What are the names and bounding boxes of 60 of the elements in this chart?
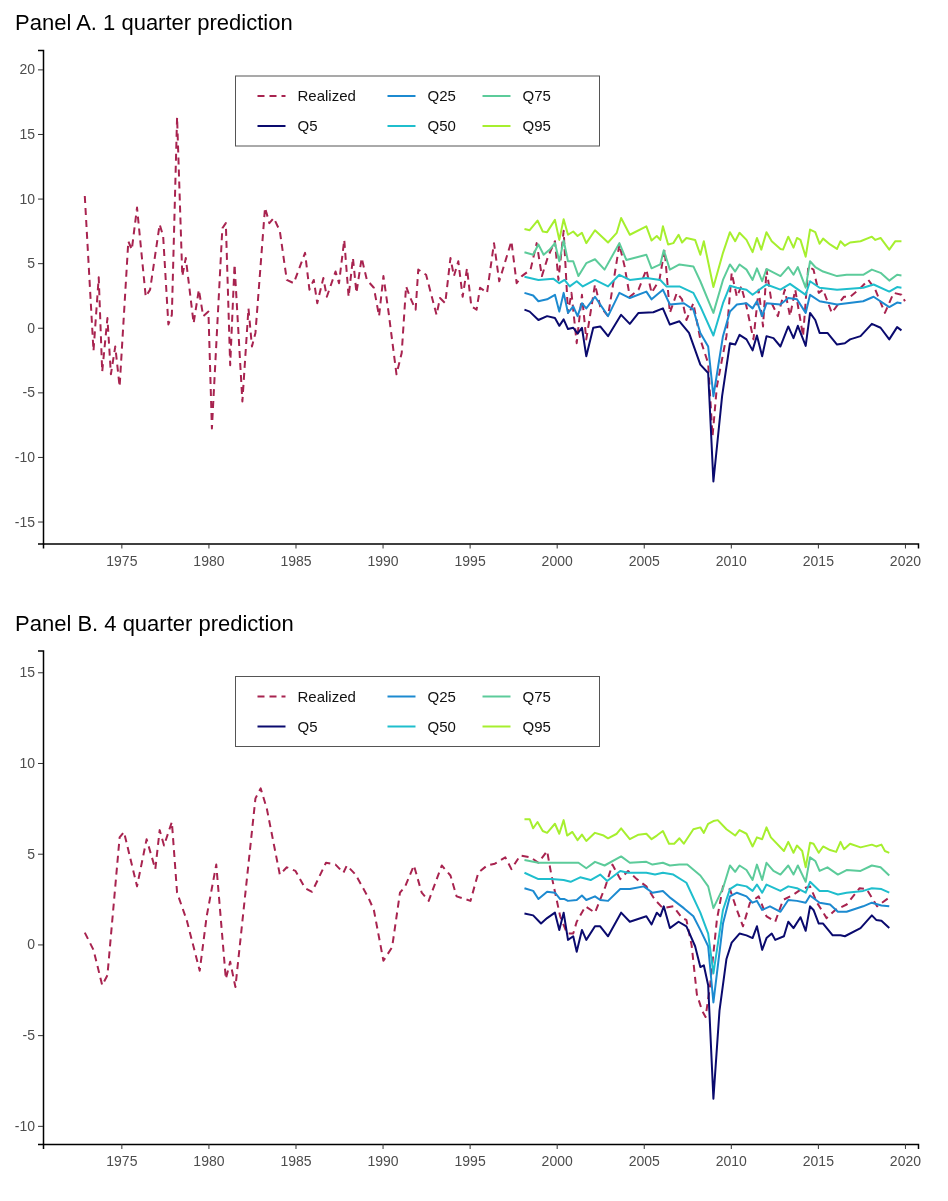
x-tick-label: 1985 — [280, 552, 312, 569]
y-tick-label: -5 — [22, 384, 36, 401]
y-tick-label: 0 — [27, 319, 36, 336]
x-tick-label: 2015 — [802, 552, 835, 569]
line-series — [523, 273, 903, 337]
legend-label: Q50 — [427, 717, 456, 735]
y-tick-label: -10 — [14, 1117, 36, 1134]
legend-label: Q95 — [522, 717, 551, 735]
x-tick-label: 1995 — [454, 552, 486, 569]
y-tick-label: 15 — [19, 125, 36, 142]
legend-label: Q25 — [427, 87, 456, 105]
line-series — [523, 288, 903, 398]
line-series — [523, 905, 891, 1100]
x-tick-label: 1990 — [367, 1153, 399, 1169]
x-tick-label: 2000 — [541, 1153, 573, 1169]
y-tick-label: 5 — [27, 845, 36, 862]
line-series — [83, 787, 890, 1018]
line-series — [523, 855, 891, 910]
x-tick-label: 1990 — [367, 552, 399, 569]
legend-label: Q75 — [522, 687, 551, 705]
line-series — [523, 216, 903, 289]
y-tick-label: 10 — [19, 754, 36, 771]
legend-label: Realized — [297, 87, 356, 105]
x-tick-label: 2005 — [628, 1153, 661, 1169]
legend-label: Q5 — [297, 117, 318, 135]
x-tick-label: 1980 — [193, 552, 225, 569]
x-tick-label: 2020 — [889, 552, 922, 569]
legend-label: Realized — [297, 687, 356, 705]
x-tick-label: 2000 — [541, 552, 573, 569]
y-tick-label: -10 — [14, 448, 36, 465]
line-series — [523, 818, 891, 869]
y-tick-label: 0 — [27, 936, 36, 953]
legend-label: Q95 — [522, 117, 551, 135]
line-series — [523, 885, 891, 1004]
x-tick-label: 2015 — [802, 1153, 835, 1169]
y-tick-label: -5 — [22, 1027, 36, 1044]
y-tick-label: -15 — [14, 513, 36, 530]
legend-label: Q50 — [427, 117, 456, 135]
chart-title: Panel B. 4 quarter prediction — [15, 610, 294, 636]
x-tick-label: 1995 — [454, 1153, 486, 1169]
x-tick-label: 2010 — [715, 552, 748, 569]
legend-label: Q5 — [297, 717, 318, 735]
chart-title: Panel A. 1 quarter prediction — [15, 10, 293, 35]
x-tick-label: 1985 — [280, 1153, 312, 1169]
y-tick-label: 20 — [19, 61, 36, 78]
line-series — [523, 307, 903, 483]
y-tick-label: 15 — [19, 664, 36, 681]
y-tick-label: 10 — [19, 190, 36, 207]
line-series — [523, 869, 891, 975]
y-tick-label: 5 — [27, 255, 36, 272]
x-tick-label: 2010 — [715, 1153, 748, 1169]
x-tick-label: 1975 — [106, 552, 138, 569]
legend-label: Q75 — [522, 87, 551, 105]
x-tick-label: 1980 — [193, 1153, 225, 1169]
x-tick-label: 1975 — [106, 1153, 138, 1169]
x-tick-label: 2020 — [889, 1153, 922, 1169]
x-tick-label: 2005 — [628, 552, 661, 569]
line-series — [83, 116, 906, 438]
line-series — [523, 239, 903, 314]
legend-label: Q25 — [427, 687, 456, 705]
